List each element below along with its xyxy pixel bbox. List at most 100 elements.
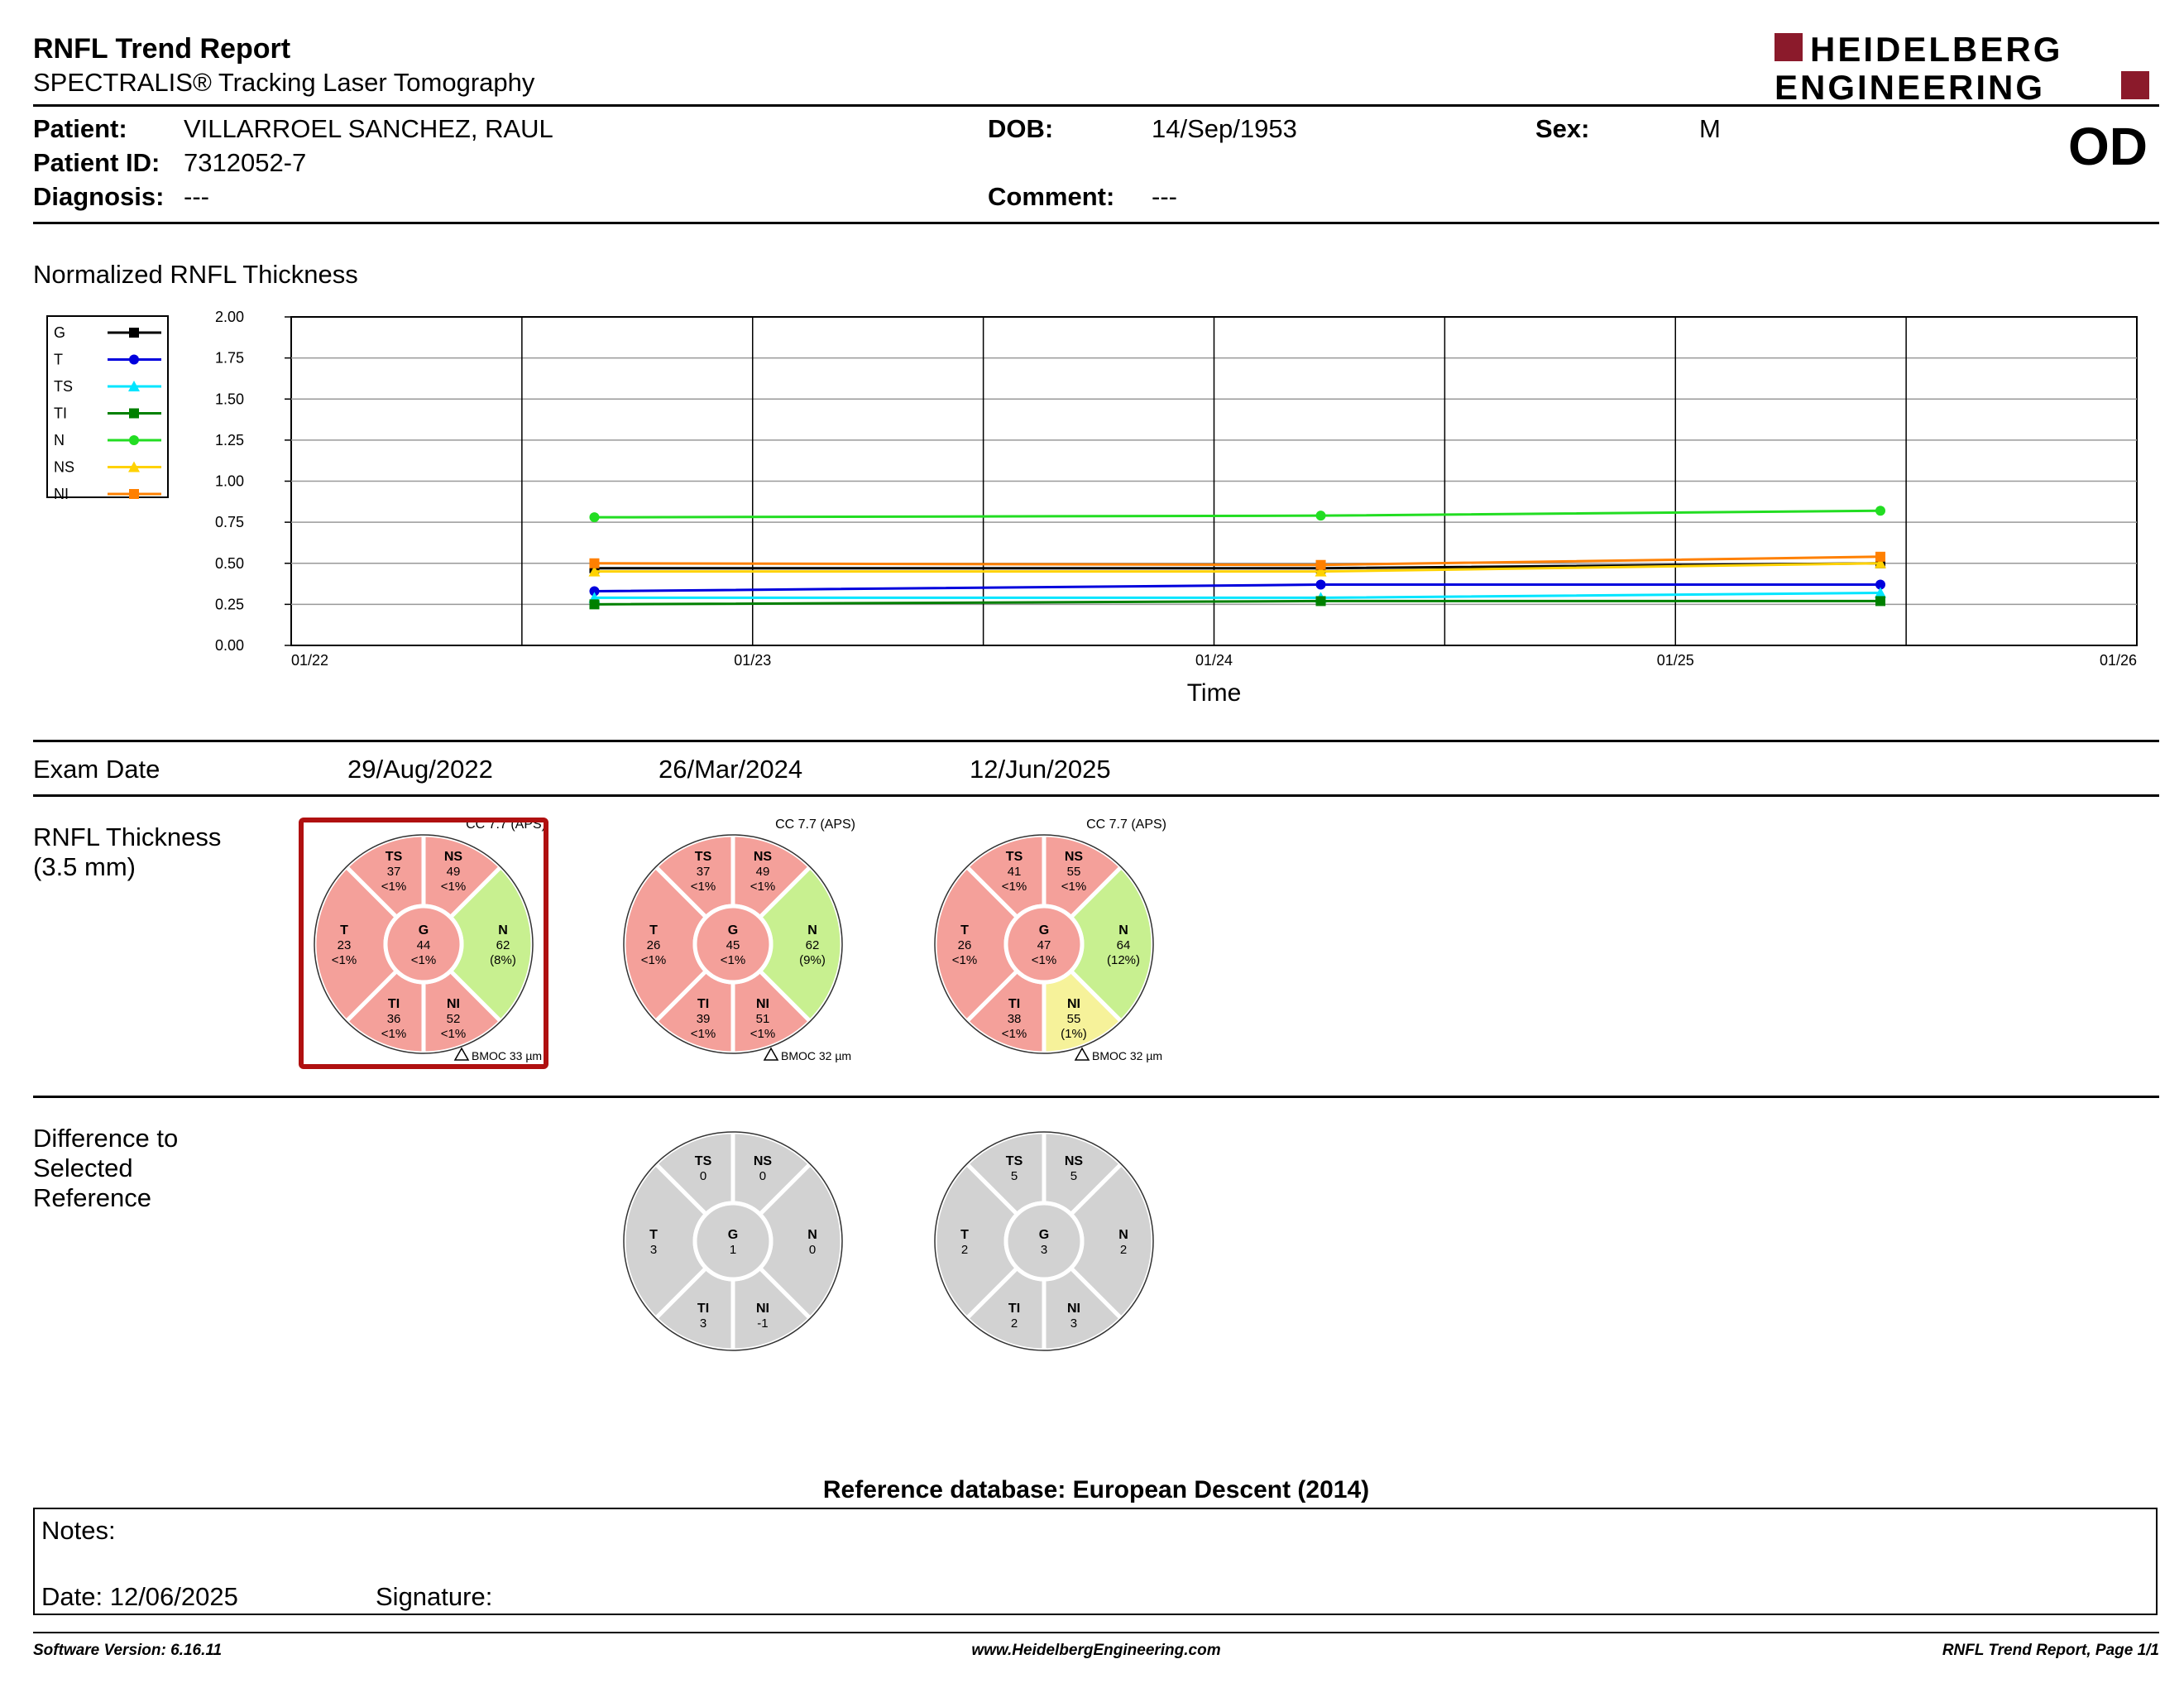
software-version: Software Version: 6.16.11 [33, 1642, 223, 1659]
legend-label: G [54, 324, 65, 341]
cc-label: CC 7.7 (APS) [775, 818, 855, 832]
sector-text-g: <1% [411, 953, 436, 967]
sector-text-n: 64 [1117, 938, 1131, 952]
sector-text-g: G [728, 923, 738, 938]
report-subtitle: SPECTRALIS® Tracking Laser Tomography [33, 68, 535, 97]
y-tick-label: 0.75 [215, 514, 244, 530]
sector-text-ti: TI [388, 997, 400, 1011]
sex-value: M [1699, 114, 1721, 143]
dob-label: DOB: [988, 114, 1054, 143]
legend-marker [129, 435, 139, 445]
data-point [589, 586, 600, 597]
sector-text-ni: <1% [750, 1027, 775, 1041]
legend-label: TI [54, 405, 67, 422]
series-t [589, 579, 1886, 597]
x-tick-label: 01/25 [1657, 652, 1694, 669]
sector-text-ni: <1% [441, 1027, 466, 1041]
sector-text-ni: 52 [447, 1012, 461, 1026]
website-link[interactable]: www.HeidelbergEngineering.com [971, 1642, 1221, 1659]
data-point [589, 599, 600, 610]
sector-text-ti: 3 [700, 1316, 706, 1331]
logo-square-bottom [2121, 71, 2149, 99]
cc-label: CC 7.7 (APS) [1086, 818, 1166, 832]
data-point [1875, 579, 1886, 590]
thickness-plot-1: N62(8%)NS49<1%TS37<1%T23<1%TI36<1%NI52<1… [299, 818, 548, 1069]
sector-text-t: T [340, 923, 348, 938]
series-ns [588, 557, 1887, 577]
legend-label: NI [54, 486, 69, 502]
sector-text-ti: TI [697, 997, 709, 1011]
sector-text-ns: 55 [1067, 865, 1081, 879]
sector-text-ni: NI [1067, 997, 1080, 1011]
outer-ring [934, 1131, 1154, 1351]
chart-title: Normalized RNFL Thickness [33, 260, 358, 289]
logo-text-line1: HEIDELBERG [1810, 30, 2062, 69]
sector-text-ts: 37 [387, 865, 401, 879]
data-point [1315, 565, 1327, 577]
sector-g [1003, 904, 1085, 985]
y-tick-label: 1.25 [215, 432, 244, 448]
x-tick-label: 01/22 [291, 652, 328, 669]
report-title: RNFL Trend Report [33, 33, 291, 65]
header-divider [33, 104, 2159, 107]
sector-text-ti: TI [1008, 997, 1020, 1011]
sector-text-t: <1% [641, 953, 666, 967]
sector-text-ns: <1% [750, 880, 775, 894]
difference-label-line2: Selected [33, 1153, 133, 1182]
thickness-divider [33, 1096, 2159, 1098]
sector-text-ni: NI [756, 997, 769, 1011]
logo-square-top [1774, 33, 1803, 61]
sector-text-n: N [1118, 923, 1128, 938]
sector-g [692, 1201, 774, 1282]
sector-text-n: N [498, 923, 508, 938]
y-tick-label: 2.00 [215, 309, 244, 325]
sector-text-ns: NS [754, 1154, 773, 1168]
sector-text-ts: TS [1006, 1154, 1023, 1168]
sector-text-n: N [807, 1228, 817, 1242]
sector-g [383, 904, 464, 985]
outer-ring [623, 834, 843, 1054]
y-tick-label: 1.50 [215, 391, 244, 407]
sector-text-ti: <1% [1002, 1027, 1027, 1041]
sector-text-ni: 3 [1070, 1316, 1077, 1331]
legend-marker [129, 354, 139, 365]
thickness-label-line1: RNFL Thickness [33, 822, 222, 851]
data-point [1875, 506, 1886, 516]
sector-text-ns: 49 [756, 865, 770, 879]
sector-text-t: <1% [952, 953, 977, 967]
sector-g [692, 904, 774, 985]
comment-value: --- [1152, 182, 1177, 211]
comment-label: Comment: [988, 182, 1115, 211]
chart-legend: GT TS TI N NS NI [46, 315, 169, 502]
legend-marker [129, 489, 139, 499]
sector-text-t: T [649, 1228, 658, 1242]
sector-text-ts: 41 [1008, 865, 1022, 879]
sector-text-ni: -1 [757, 1316, 768, 1331]
logo-text-line2: ENGINEERING [1774, 68, 2045, 104]
sector-text-n: 62 [806, 938, 820, 952]
bmo-label: BMOC 32 µm [781, 1049, 851, 1062]
sector-text-ts: <1% [1002, 880, 1027, 894]
sector-text-ti: <1% [691, 1027, 716, 1041]
notes-box[interactable]: Notes: Date: 12/06/2025 Signature: [33, 1508, 2158, 1615]
sector-text-g: 45 [726, 938, 740, 952]
sector-text-ti: 36 [387, 1012, 401, 1026]
sector-text-n: N [1118, 1228, 1128, 1242]
selected-reference-frame [299, 818, 548, 1069]
sector-text-ni: 55 [1067, 1012, 1081, 1026]
x-tick-label: 01/26 [2100, 652, 2137, 669]
sector-text-ts: <1% [691, 880, 716, 894]
patient-label: Patient: [33, 114, 127, 143]
sector-text-g: G [1039, 1228, 1049, 1242]
sector-text-ts: TS [695, 850, 712, 864]
sector-text-n: (8%) [490, 953, 516, 967]
sector-text-ti: 39 [697, 1012, 711, 1026]
exam-date-3: 12/Jun/2025 [970, 755, 1111, 784]
page-number: RNFL Trend Report, Page 1/1 [1942, 1642, 2159, 1659]
sector-text-ns: NS [444, 850, 463, 864]
sector-text-ni: 51 [756, 1012, 770, 1026]
patient-id-label: Patient ID: [33, 148, 160, 177]
thickness-label-line2: (3.5 mm) [33, 852, 136, 881]
sector-text-ns: NS [1065, 1154, 1084, 1168]
